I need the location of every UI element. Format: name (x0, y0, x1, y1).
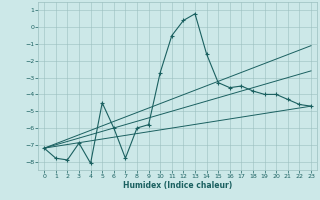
X-axis label: Humidex (Indice chaleur): Humidex (Indice chaleur) (123, 181, 232, 190)
